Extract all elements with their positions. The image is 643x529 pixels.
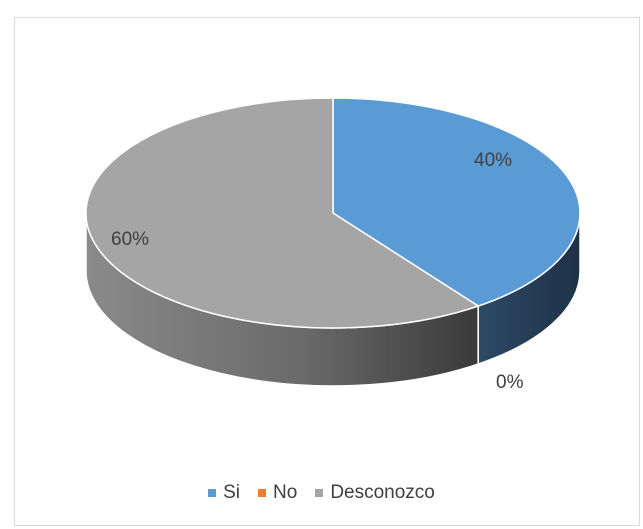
data-label-desconozco: 60% (111, 229, 150, 250)
legend-item-desconozco: Desconozco (315, 482, 435, 504)
legend-swatch-si (208, 489, 217, 497)
legend-item-no: No (258, 482, 297, 504)
data-label-no: 0% (496, 372, 524, 393)
legend-swatch-desconozco (315, 489, 324, 497)
legend-label-si: Si (223, 482, 241, 503)
legend-swatch-no (258, 489, 267, 497)
legend-label-no: No (273, 482, 298, 503)
pie-slice-si (332, 97, 581, 307)
legend-item-si: Si (208, 482, 240, 504)
data-label-si: 40% (474, 150, 513, 171)
legend-label-desconozco: Desconozco (330, 482, 435, 503)
pie-slice-desconozco (85, 97, 480, 329)
legend: Si No Desconozco (0, 482, 643, 504)
